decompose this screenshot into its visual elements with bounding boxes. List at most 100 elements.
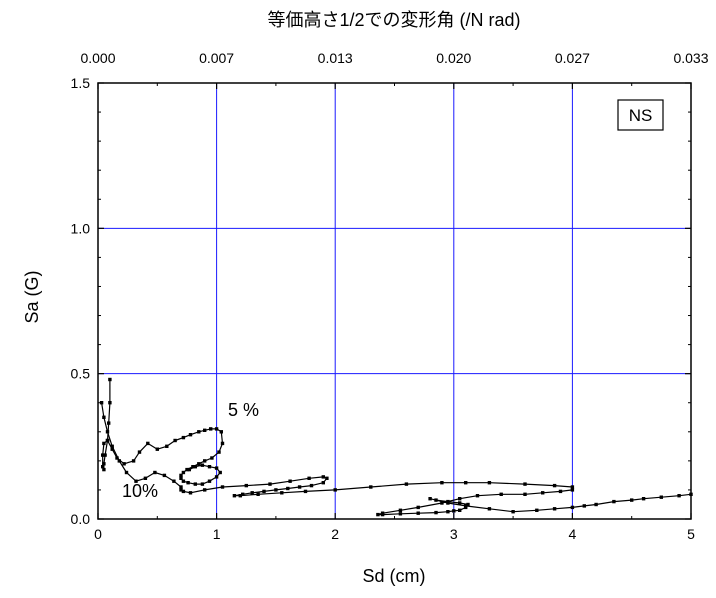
x-tick-label: 3 bbox=[450, 526, 458, 542]
plot-border bbox=[97, 82, 692, 520]
data-point bbox=[552, 483, 557, 488]
data-point bbox=[214, 475, 219, 479]
data-point bbox=[280, 491, 284, 495]
data-point bbox=[179, 473, 183, 478]
data-point bbox=[297, 485, 302, 489]
data-point bbox=[309, 483, 314, 488]
y-axis-title: Sa (G) bbox=[22, 270, 42, 323]
data-point bbox=[181, 470, 186, 475]
data-point bbox=[612, 499, 616, 504]
data-point bbox=[558, 489, 563, 494]
series-1 bbox=[101, 377, 225, 486]
data-point bbox=[99, 401, 104, 405]
data-point bbox=[181, 479, 186, 483]
data-point bbox=[186, 481, 190, 485]
data-point bbox=[209, 427, 213, 431]
data-point bbox=[416, 511, 420, 515]
data-point bbox=[570, 485, 575, 489]
data-point bbox=[321, 475, 325, 479]
top-x-tick-label: 0.007 bbox=[199, 50, 234, 66]
x-tick-label: 0 bbox=[94, 526, 102, 542]
data-point bbox=[210, 456, 214, 460]
data-point bbox=[108, 401, 112, 405]
data-point bbox=[325, 476, 329, 480]
ns-badge: NS bbox=[617, 99, 664, 131]
data-point bbox=[110, 447, 114, 451]
data-point bbox=[398, 508, 403, 512]
data-point bbox=[103, 453, 107, 457]
data-point bbox=[188, 491, 193, 495]
data-point bbox=[191, 465, 195, 469]
data-point bbox=[452, 509, 456, 513]
data-point bbox=[115, 456, 119, 460]
top-x-tick-label: 0.013 bbox=[318, 50, 353, 66]
y-tick-label: 1.5 bbox=[71, 75, 91, 91]
series-line bbox=[101, 402, 692, 516]
data-point bbox=[117, 459, 121, 463]
x-tick-label: 2 bbox=[331, 526, 339, 542]
data-point bbox=[214, 427, 219, 431]
data-point bbox=[582, 504, 586, 508]
damping-label-5: 5 % bbox=[228, 400, 259, 420]
data-point bbox=[181, 489, 186, 494]
data-point bbox=[475, 494, 480, 498]
data-point bbox=[677, 494, 681, 498]
data-point bbox=[105, 438, 110, 443]
data-point bbox=[380, 512, 385, 517]
data-point bbox=[172, 479, 176, 483]
data-point bbox=[541, 491, 545, 495]
data-point bbox=[220, 485, 225, 489]
data-point bbox=[203, 488, 207, 492]
data-point bbox=[203, 428, 207, 432]
data-point bbox=[466, 502, 470, 507]
data-point bbox=[416, 505, 420, 510]
data-point bbox=[288, 479, 292, 483]
data-point bbox=[207, 465, 212, 469]
data-point bbox=[187, 467, 191, 472]
damping-label-10: 10% bbox=[122, 481, 158, 501]
data-point bbox=[197, 462, 201, 466]
data-point bbox=[552, 507, 557, 511]
data-point bbox=[185, 467, 189, 472]
data-point bbox=[440, 501, 444, 505]
top-x-tick-label: 0.020 bbox=[436, 50, 471, 66]
data-point bbox=[105, 430, 110, 434]
data-point bbox=[124, 470, 129, 475]
data-point bbox=[376, 512, 380, 517]
data-point bbox=[200, 463, 205, 467]
data-point bbox=[238, 494, 242, 498]
top-x-tick-label: 0.027 bbox=[555, 50, 590, 66]
data-point bbox=[179, 488, 183, 492]
data-point bbox=[102, 462, 106, 466]
data-point bbox=[101, 465, 105, 469]
data-point bbox=[274, 488, 278, 492]
data-point bbox=[570, 488, 575, 492]
data-point bbox=[131, 459, 136, 463]
x-axis-title: Sd (cm) bbox=[363, 566, 426, 586]
data-point bbox=[146, 441, 150, 446]
ns-badge-box bbox=[617, 99, 664, 131]
data-point bbox=[458, 508, 462, 512]
data-point bbox=[122, 462, 126, 466]
data-point bbox=[458, 501, 462, 505]
data-point bbox=[487, 507, 492, 511]
data-point bbox=[218, 470, 222, 475]
data-point bbox=[173, 438, 177, 443]
y-tick-label: 1.0 bbox=[71, 220, 91, 236]
tick-layer: 0 0.000 1 0.007 2 0.013 3 0.020 4 0.027 5 0.033 0.0 0… bbox=[71, 50, 709, 542]
x-tick-label: 1 bbox=[213, 526, 221, 542]
data-point bbox=[333, 488, 337, 492]
data-point bbox=[214, 466, 219, 470]
data-point bbox=[404, 482, 409, 486]
data-point bbox=[446, 501, 450, 505]
data-point bbox=[102, 415, 106, 419]
grid-layer bbox=[98, 83, 691, 519]
data-point bbox=[203, 459, 207, 463]
data-point bbox=[630, 498, 634, 502]
data-point bbox=[219, 430, 223, 434]
data-point bbox=[217, 450, 221, 454]
data-point bbox=[487, 481, 492, 485]
data-point bbox=[523, 482, 527, 486]
data-point bbox=[101, 453, 105, 457]
